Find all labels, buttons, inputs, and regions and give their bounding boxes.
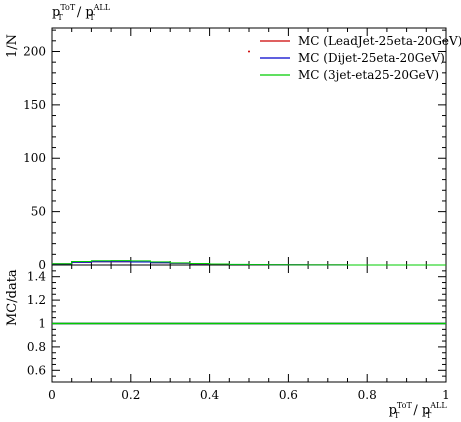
main-series bbox=[52, 50, 446, 266]
ratio-ytick-label: 1 bbox=[38, 317, 46, 331]
main-ytick-label: 0 bbox=[38, 258, 46, 272]
ratio-xtick-label: 1 bbox=[442, 388, 450, 402]
legend-label: MC (LeadJet-25eta-20GeV) bbox=[298, 34, 461, 48]
ratio-xtick-label: 0.4 bbox=[200, 388, 219, 402]
ratio-ytick-label: 1.4 bbox=[27, 270, 46, 284]
ratio-ticks: 0.6 0.8 1 1.2 1.4 0 0.2 0.4 0.6 0.8 1 bbox=[27, 265, 450, 402]
main-ytick-label: 100 bbox=[23, 151, 46, 165]
ratio-ytick-label: 0.8 bbox=[27, 340, 46, 354]
main-ytick-label: 150 bbox=[23, 98, 46, 112]
plot-title: pToT T / pALL T bbox=[52, 3, 111, 22]
legend: MC (LeadJet-25eta-20GeV) MC (Dijet-25eta-… bbox=[260, 34, 461, 82]
series-line-2 bbox=[52, 260, 446, 266]
ratio-xtick-label: 0.6 bbox=[279, 388, 298, 402]
main-ytick-label: 200 bbox=[23, 44, 46, 58]
legend-label: MC (Dijet-25eta-20GeV) bbox=[298, 51, 445, 65]
main-ytick-label: 50 bbox=[31, 205, 46, 219]
ratio-xtick-label: 0.2 bbox=[121, 388, 140, 402]
x-axis-title: pToT T / pALL T bbox=[389, 401, 448, 420]
ratio-ytick-label: 1.2 bbox=[27, 293, 46, 307]
legend-label: MC (3jet-eta25-20GeV) bbox=[298, 68, 439, 82]
main-ylabel: 1/N bbox=[5, 34, 20, 58]
main-ticks: 0 50 100 150 200 bbox=[23, 28, 447, 272]
ratio-xtick-label: 0.8 bbox=[358, 388, 377, 402]
series-marker-0 bbox=[248, 50, 250, 53]
ratio-ylabel: MC/data bbox=[5, 269, 20, 326]
ratio-xtick-label: 0 bbox=[48, 388, 56, 402]
ratio-ytick-label: 0.6 bbox=[27, 363, 46, 377]
